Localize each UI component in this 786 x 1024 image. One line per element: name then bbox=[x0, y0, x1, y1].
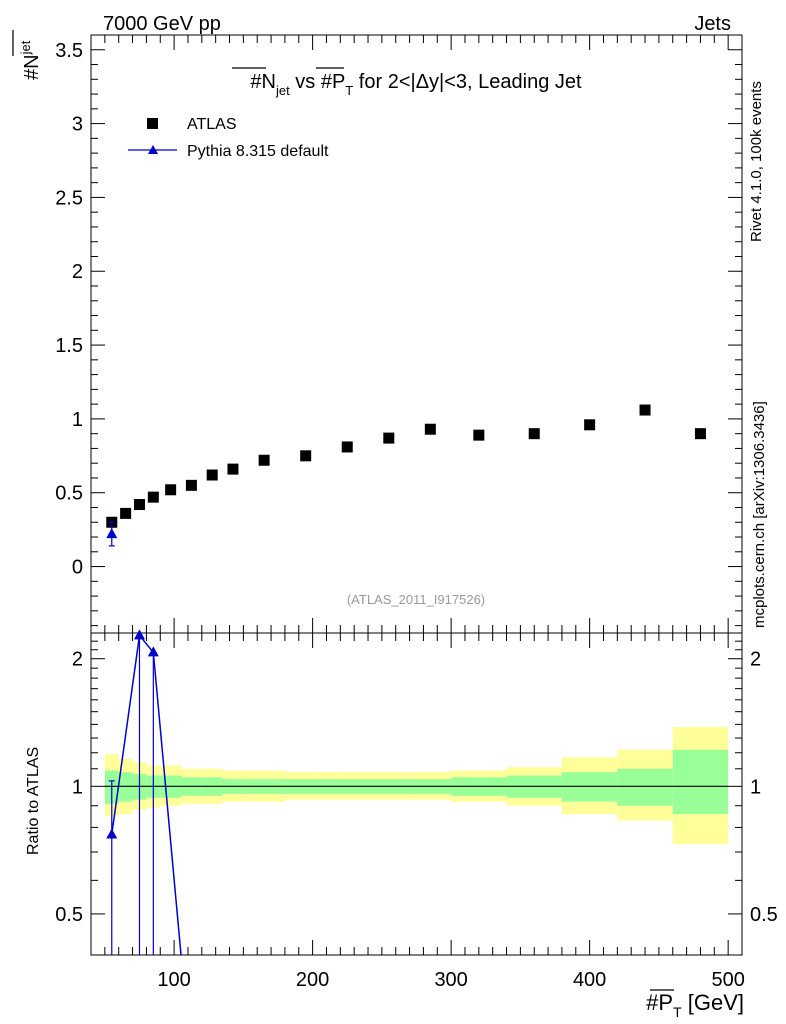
pythia-ratio-line bbox=[111, 633, 182, 956]
ratio-y-label: Ratio to ATLAS bbox=[25, 747, 42, 855]
atlas-data-point bbox=[147, 491, 159, 503]
title-sub1: jet bbox=[275, 83, 290, 98]
x-axis-label: #PT [GeV] bbox=[646, 990, 744, 1020]
atlas-data-point bbox=[300, 450, 312, 462]
title-pre: #N bbox=[250, 71, 276, 93]
svg-text:#Njet: #Njet bbox=[18, 40, 43, 80]
xlabel-sub: T bbox=[673, 1004, 682, 1020]
atlas-data-point bbox=[185, 479, 197, 491]
ratio-x-tick-label: 500 bbox=[711, 969, 744, 991]
atlas-data-point bbox=[528, 428, 540, 440]
main-y-tick-label: 3.5 bbox=[55, 40, 83, 62]
ratio-x-tick-label: 100 bbox=[157, 969, 190, 991]
main-y-axis: 0 0.5 1 1.5 2 2.5 3 3.5 bbox=[55, 40, 742, 627]
pythia-ratio-point bbox=[133, 629, 145, 640]
atlas-data-point bbox=[424, 423, 436, 435]
plot-title: #Njet vs #PT for 2<|Δy|<3, Leading Jet bbox=[250, 71, 582, 98]
analysis-watermark: (ATLAS_2011_I917526) bbox=[347, 592, 485, 607]
ratio-y-tick-label-left: 0.5 bbox=[55, 904, 83, 926]
ratio-x-tick-label: 400 bbox=[573, 969, 606, 991]
main-y-tick-label: 2 bbox=[72, 261, 83, 283]
ratio-y-tick-label-left: 1 bbox=[72, 776, 83, 798]
ratio-y-axis: 0.5 0.5 1 1 2 2 bbox=[55, 640, 778, 926]
header-left: 7000 GeV pp bbox=[103, 13, 221, 35]
main-y-label: #Njet bbox=[18, 40, 43, 80]
ratio-x-tick-label: 200 bbox=[296, 969, 329, 991]
atlas-data-point bbox=[473, 429, 485, 441]
atlas-data-point bbox=[639, 404, 651, 416]
xlabel-main: #P bbox=[646, 990, 673, 1015]
title-sub2: T bbox=[345, 83, 353, 98]
atlas-data-point bbox=[584, 419, 596, 431]
xlabel-unit: [GeV] bbox=[682, 990, 744, 1015]
pythia-ratio-point bbox=[147, 646, 159, 657]
ratio-y-tick-label-right: 2 bbox=[750, 649, 761, 671]
main-y-tick-label: 3 bbox=[72, 114, 83, 136]
legend-pythia-marker bbox=[148, 145, 158, 154]
header-right: Jets bbox=[694, 13, 731, 35]
atlas-data-point bbox=[341, 441, 353, 453]
legend-pythia-label: Pythia 8.315 default bbox=[187, 143, 329, 160]
ratio-plot-frame bbox=[90, 632, 743, 956]
ratio-x-tick-label: 300 bbox=[434, 969, 467, 991]
ratio-inner-band-bin bbox=[672, 749, 729, 815]
ratio-data-marks bbox=[106, 629, 182, 956]
ratio-x-axis: 100 200 300 400 500 bbox=[104, 633, 745, 991]
ratio-uncertainty-bands bbox=[104, 727, 729, 845]
main-y-tick-label: 0.5 bbox=[55, 483, 83, 505]
atlas-data-point bbox=[120, 507, 132, 519]
side-text-bottom: mcplots.cern.ch [arXiv:1306.3436] bbox=[751, 401, 768, 628]
side-text-top: Rivet 4.1.0, 100k events bbox=[748, 81, 765, 242]
main-y-tick-label: 0 bbox=[72, 557, 83, 579]
ylabel-sub: jet bbox=[18, 40, 33, 55]
main-plot-panel: 00.511.522.533.5 #Njet vs #PT for 2<|Δy|… bbox=[12, 30, 743, 634]
title-mid: vs #P bbox=[290, 71, 346, 93]
ratio-inner-band-bin bbox=[617, 768, 673, 806]
title-post: for 2<|Δy|<3, Leading Jet bbox=[353, 71, 582, 93]
atlas-data-point bbox=[227, 463, 239, 475]
legend-atlas-label: ATLAS bbox=[187, 116, 237, 133]
atlas-data-point bbox=[165, 484, 177, 496]
atlas-data-point bbox=[206, 469, 218, 481]
atlas-data-point bbox=[258, 454, 270, 466]
atlas-data-point bbox=[383, 432, 395, 444]
main-data-marks bbox=[106, 404, 706, 547]
pythia-data-point bbox=[106, 528, 118, 539]
ratio-y-tick-label-right: 0.5 bbox=[750, 904, 778, 926]
ratio-y-tick-label-left: 2 bbox=[72, 649, 83, 671]
ratio-y-tick-label-right: 1 bbox=[750, 776, 761, 798]
main-y-tick-label: 2.5 bbox=[55, 187, 83, 209]
main-y-tick-label: 1 bbox=[72, 409, 83, 431]
pythia-ratio-point bbox=[106, 828, 118, 839]
atlas-data-point bbox=[694, 428, 706, 440]
main-x-ticks bbox=[104, 35, 729, 633]
atlas-data-point bbox=[133, 499, 145, 511]
ylabel-main: #N bbox=[21, 54, 43, 80]
ratio-plot-panel: 0.5 0.5 1 1 2 2 100 200 300 400 500 Ratio to ATLA… bbox=[25, 629, 778, 1020]
main-y-tick-label: 1.5 bbox=[55, 335, 83, 357]
legend-atlas-marker bbox=[147, 118, 158, 129]
legend: ATLAS Pythia 8.315 default bbox=[128, 116, 329, 160]
